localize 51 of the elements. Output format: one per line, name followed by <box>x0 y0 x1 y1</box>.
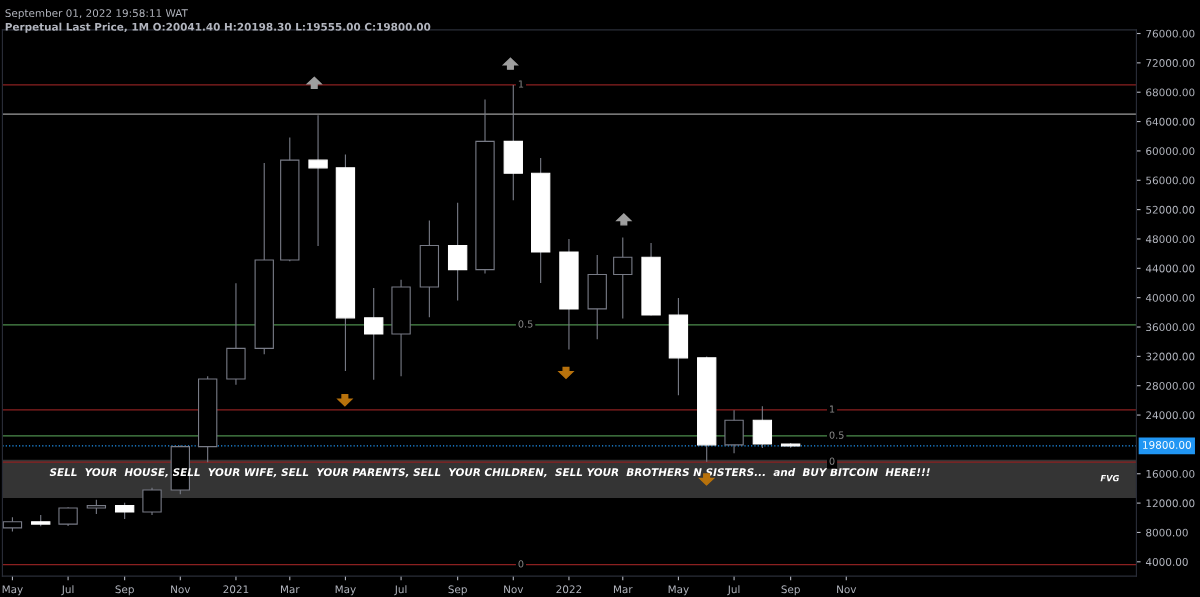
x-tick-label: Jul <box>61 585 74 596</box>
x-tick-label: Nov <box>837 585 857 594</box>
y-tick-label: 28000.00 <box>1146 381 1195 390</box>
chart-subtitle: September 01, 2022 19:58:11 WAT <box>5 8 188 20</box>
candlestick <box>364 287 384 381</box>
x-tick-label: 2021 <box>223 585 249 594</box>
x-tick-label: 2022 <box>556 585 582 594</box>
band-label: FVG <box>1100 475 1120 482</box>
y-tick-label: 68000.00 <box>1146 88 1195 97</box>
annotation: 0 <box>518 560 524 568</box>
x-tick-label: Mar <box>613 585 633 594</box>
y-tick-label: 16000.00 <box>1146 469 1195 478</box>
y-tick-label: 44000.00 <box>1145 264 1195 273</box>
candlestick <box>142 487 162 516</box>
y-tick-label: 56000.00 <box>1146 176 1195 185</box>
x-tick-label: Nov <box>504 585 524 594</box>
candlestick <box>752 405 773 449</box>
annotation: 0 <box>829 457 835 465</box>
y-tick-label: 40000.00 <box>1145 293 1195 302</box>
x-tick-label: Nov <box>171 585 191 594</box>
annotation: SELL YOUR HOUSE, SELL YOUR WIFE, SELL YOUR PARENTS, SELL YOUR CHILDREN, SELL YOUR BROTHERS N SISTERS... and BUY BITCOIN HERE!!! <box>49 467 930 478</box>
y-tick-label: 12000.00 <box>1146 499 1195 508</box>
annotation: 1 <box>518 80 524 88</box>
y-tick-label: 60000.00 <box>1146 147 1195 156</box>
y-tick-label: 48000.00 <box>1145 235 1195 244</box>
ref-line-label: 19800.00 <box>1143 441 1191 449</box>
x-tick-label: May <box>668 585 689 596</box>
annotation: 1 <box>830 405 835 413</box>
annotation: 0.5 <box>829 431 844 439</box>
y-tick-label: 52000.00 <box>1146 205 1195 214</box>
y-tick-label: 64000.00 <box>1146 117 1195 126</box>
y-tick-label: 4000.00 <box>1145 558 1188 566</box>
candlestick <box>308 114 328 247</box>
y-tick-label: 36000.00 <box>1146 323 1195 332</box>
y-tick-label: 24000.00 <box>1146 411 1195 420</box>
chart-title: Perpetual Last Price, 1M O:20041.40 H:20198.30 L:19555.00 C:19800.00 <box>5 22 431 33</box>
y-tick-label: 76000.00 <box>1146 29 1195 38</box>
candlestick <box>613 237 633 320</box>
y-tick-label: 8000.00 <box>1146 528 1188 537</box>
x-tick-label: Sep <box>115 585 134 596</box>
y-tick-label: 72000.00 <box>1146 59 1195 67</box>
y-tick-label: 32000.00 <box>1146 352 1195 361</box>
x-tick-label: Mar <box>280 585 300 594</box>
x-tick-label: Sep <box>448 585 467 596</box>
annotation: 0.5 <box>518 320 533 328</box>
x-tick-label: Jul <box>727 585 740 596</box>
x-tick-label: Jul <box>394 585 407 596</box>
x-tick-label: Sep <box>781 585 800 596</box>
x-tick-label: May <box>2 585 23 596</box>
x-tick-label: May <box>335 585 356 596</box>
candlestick <box>58 506 78 527</box>
